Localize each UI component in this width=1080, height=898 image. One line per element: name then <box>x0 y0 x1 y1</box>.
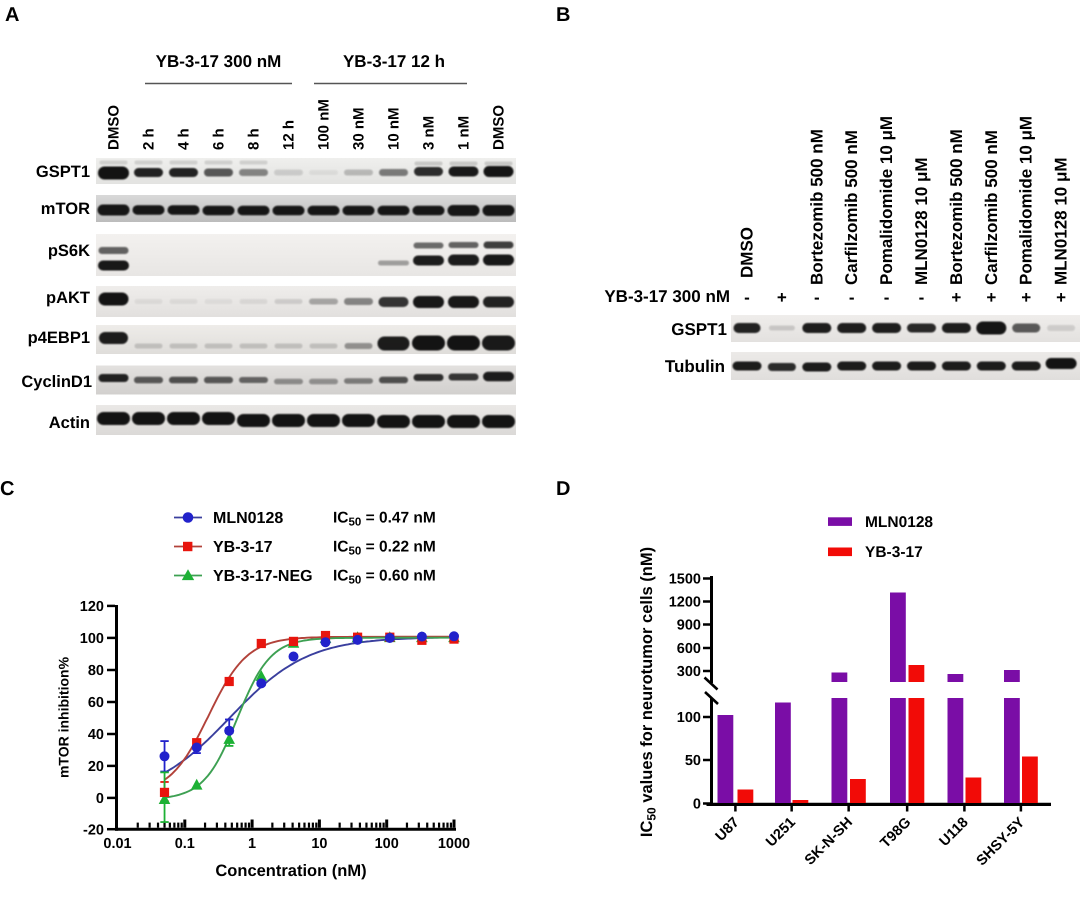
svg-text:40: 40 <box>88 727 104 743</box>
svg-text:Concentration (nM): Concentration (nM) <box>215 862 366 880</box>
svg-text:6 h: 6 h <box>211 128 228 150</box>
svg-text:CyclinD1: CyclinD1 <box>21 373 92 391</box>
svg-text:100 nM: 100 nM <box>316 99 333 150</box>
svg-text:IC50 = 0.47 nM: IC50 = 0.47 nM <box>333 510 436 529</box>
svg-text:600: 600 <box>677 641 701 657</box>
svg-text:-: - <box>849 288 855 307</box>
svg-text:12 h: 12 h <box>281 120 298 150</box>
svg-text:D: D <box>556 478 570 500</box>
svg-text:900: 900 <box>677 618 701 634</box>
svg-text:300: 300 <box>677 664 701 680</box>
svg-text:4 h: 4 h <box>176 128 193 150</box>
svg-text:1 nM: 1 nM <box>456 116 473 150</box>
svg-text:+: + <box>777 288 787 307</box>
svg-text:10 nM: 10 nM <box>386 107 403 150</box>
svg-text:IC50 values for neurotumor cel: IC50 values for neurotumor cells (nM) <box>638 547 659 837</box>
svg-text:IC50 = 0.60 nM: IC50 = 0.60 nM <box>333 568 436 587</box>
svg-text:YB-3-17 300 nM: YB-3-17 300 nM <box>604 287 730 306</box>
svg-text:100: 100 <box>80 631 104 647</box>
svg-text:mTOR: mTOR <box>41 200 90 218</box>
svg-text:0: 0 <box>693 797 701 813</box>
svg-text:MLN0128: MLN0128 <box>865 514 933 531</box>
svg-text:20: 20 <box>88 759 104 775</box>
svg-text:+: + <box>1056 288 1066 307</box>
svg-text:A: A <box>5 4 19 26</box>
svg-text:1500: 1500 <box>669 572 701 588</box>
svg-text:3 nM: 3 nM <box>421 116 438 150</box>
svg-text:IC50 = 0.22 nM: IC50 = 0.22 nM <box>333 539 436 558</box>
svg-text:Bortezomib 500 nM: Bortezomib 500 nM <box>947 129 966 285</box>
svg-text:pAKT: pAKT <box>46 289 90 307</box>
svg-text:0.01: 0.01 <box>103 836 131 852</box>
svg-text:Pomalidomide 10 μM: Pomalidomide 10 μM <box>1017 116 1036 285</box>
svg-text:10: 10 <box>311 836 327 852</box>
svg-text:YB-3-17 300 nM: YB-3-17 300 nM <box>156 52 282 71</box>
svg-text:100: 100 <box>677 710 701 726</box>
svg-text:YB-3-17: YB-3-17 <box>213 539 273 556</box>
svg-text:MLN0128 10 μM: MLN0128 10 μM <box>912 157 931 285</box>
svg-text:50: 50 <box>685 753 701 769</box>
svg-text:Pomalidomide 10 μM: Pomalidomide 10 μM <box>877 116 896 285</box>
svg-text:C: C <box>0 478 14 500</box>
svg-text:1200: 1200 <box>669 595 701 611</box>
svg-text:0: 0 <box>96 791 104 807</box>
svg-text:MLN0128: MLN0128 <box>213 510 283 527</box>
svg-text:Actin: Actin <box>49 414 90 432</box>
svg-text:0.1: 0.1 <box>175 836 195 852</box>
svg-text:1: 1 <box>248 836 256 852</box>
svg-text:-: - <box>814 288 820 307</box>
svg-text:DMSO: DMSO <box>738 227 757 278</box>
svg-text:80: 80 <box>88 663 104 679</box>
svg-text:YB-3-17: YB-3-17 <box>865 544 923 561</box>
svg-text:MLN0128 10 μM: MLN0128 10 μM <box>1052 157 1071 285</box>
svg-text:Carfilzomib 500 nM: Carfilzomib 500 nM <box>982 130 1001 285</box>
svg-text:+: + <box>1021 288 1031 307</box>
svg-text:Tubulin: Tubulin <box>665 357 725 376</box>
svg-text:Bortezomib 500 nM: Bortezomib 500 nM <box>807 129 826 285</box>
svg-text:8 h: 8 h <box>246 128 263 150</box>
svg-text:60: 60 <box>88 695 104 711</box>
svg-text:DMSO: DMSO <box>106 105 123 150</box>
svg-text:p4EBP1: p4EBP1 <box>28 329 90 347</box>
svg-text:mTOR inhibition%: mTOR inhibition% <box>56 656 72 778</box>
svg-text:pS6K: pS6K <box>48 242 90 260</box>
svg-text:GSPT1: GSPT1 <box>36 163 90 181</box>
svg-text:Carfilzomib 500 nM: Carfilzomib 500 nM <box>842 130 861 285</box>
svg-text:B: B <box>556 4 570 26</box>
svg-text:120: 120 <box>80 599 104 615</box>
svg-text:-: - <box>744 288 750 307</box>
svg-text:-: - <box>884 288 890 307</box>
svg-text:30 nM: 30 nM <box>351 107 368 150</box>
svg-text:YB-3-17-NEG: YB-3-17-NEG <box>213 568 313 585</box>
svg-text:1000: 1000 <box>438 836 470 852</box>
svg-text:2 h: 2 h <box>141 128 158 150</box>
svg-text:100: 100 <box>375 836 399 852</box>
svg-text:-: - <box>919 288 925 307</box>
svg-text:+: + <box>951 288 961 307</box>
svg-text:YB-3-17 12 h: YB-3-17 12 h <box>343 52 445 71</box>
svg-text:DMSO: DMSO <box>491 105 508 150</box>
svg-text:-20: -20 <box>83 822 104 838</box>
svg-text:GSPT1: GSPT1 <box>671 320 727 339</box>
svg-text:+: + <box>986 288 996 307</box>
